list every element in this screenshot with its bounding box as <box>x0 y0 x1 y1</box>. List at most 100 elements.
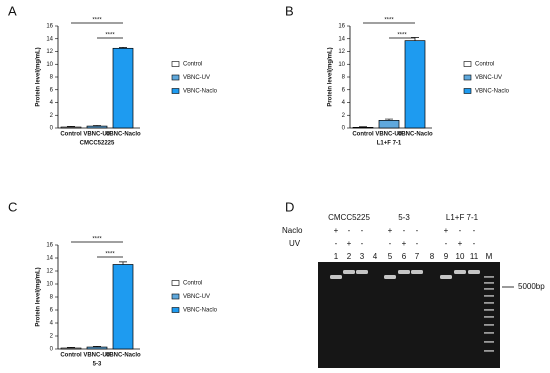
x-axis-label: 5-3 <box>93 362 102 368</box>
gel-band <box>343 270 355 274</box>
gel-band <box>330 275 342 279</box>
legend-label: VBNC-UV <box>475 75 502 81</box>
treatment-sign: + <box>334 226 339 235</box>
y-tick-label: 8 <box>50 75 54 81</box>
legend-label: VBNC-UV <box>183 75 210 81</box>
bar <box>352 127 374 129</box>
panel-label: D <box>285 199 294 214</box>
error-bar <box>67 126 75 128</box>
legend-swatch <box>463 61 472 67</box>
panel-label: C <box>8 199 17 214</box>
y-tick-label: 14 <box>46 36 53 42</box>
bar <box>60 347 82 350</box>
lane-label: 4 <box>373 252 378 261</box>
error-bar <box>385 118 393 121</box>
y-tick-label: 0 <box>50 347 54 353</box>
bar <box>112 47 134 129</box>
lane-label: 1 <box>334 252 339 261</box>
y-tick-label: 10 <box>46 62 53 68</box>
y-tick-label: 14 <box>46 256 53 262</box>
y-tick-label: 2 <box>50 113 54 119</box>
gel-band <box>356 270 368 274</box>
bar <box>60 126 82 129</box>
x-axis-label: CMCC52225 <box>80 141 115 147</box>
row-label: UV <box>289 239 301 248</box>
bar <box>86 346 108 350</box>
treatment-sign: + <box>444 226 449 235</box>
lane-label: 5 <box>388 252 393 261</box>
treatment-sign: + <box>458 239 463 248</box>
lane-label: 7 <box>415 252 420 261</box>
treatment-sign: + <box>347 239 352 248</box>
legend-label: VBNC-UV <box>183 294 210 300</box>
y-tick-label: 16 <box>46 243 53 249</box>
y-tick-label: 4 <box>342 100 346 106</box>
y-tick-label: 16 <box>338 24 345 30</box>
x-tick-label: VBNC-UV <box>375 132 402 138</box>
y-tick-label: 12 <box>46 269 53 275</box>
treatment-sign: - <box>361 239 364 248</box>
treatment-sign: - <box>361 226 364 235</box>
error-bar <box>67 347 75 349</box>
y-tick-label: 14 <box>338 36 345 42</box>
legend-label: VBNC-Naclo <box>475 89 510 95</box>
y-tick-label: 10 <box>46 282 53 288</box>
x-axis-label: L1+F 7-1 <box>377 141 402 147</box>
legend-label: VBNC-Naclo <box>183 308 218 314</box>
ladder-band <box>484 324 494 326</box>
significance-label: **** <box>397 33 407 39</box>
bar <box>404 40 426 129</box>
legend-swatch <box>171 74 180 81</box>
ladder-band <box>484 350 494 352</box>
lane-label: 10 <box>456 252 465 261</box>
x-tick-label: VBNC-Naclo <box>105 353 141 359</box>
legend-swatch <box>463 88 472 94</box>
legend-swatch <box>171 61 180 67</box>
x-tick-label: VBNC-Naclo <box>397 132 433 138</box>
ladder-band <box>484 276 494 278</box>
significance-label: **** <box>92 18 102 24</box>
ladder-band <box>484 295 494 297</box>
y-axis-label: Protein level(mg/mL) <box>328 47 334 106</box>
legend-swatch <box>171 293 180 300</box>
error-bar <box>359 126 367 128</box>
gel-band <box>398 270 410 274</box>
y-tick-label: 0 <box>50 126 54 132</box>
significance-label: **** <box>105 252 115 258</box>
significance-label: **** <box>105 33 115 39</box>
x-tick-label: Control <box>60 353 82 359</box>
ladder-band <box>484 341 494 343</box>
legend-swatch <box>171 307 180 313</box>
y-tick-label: 12 <box>338 49 345 55</box>
y-axis-label: Protein level(mg/mL) <box>36 47 42 106</box>
x-tick-label: Control <box>352 132 374 138</box>
y-tick-label: 2 <box>50 334 54 340</box>
lane-label: 2 <box>347 252 352 261</box>
lane-label: 8 <box>430 252 435 261</box>
ladder-band <box>484 288 494 290</box>
y-tick-label: 4 <box>50 321 54 327</box>
legend-label: Control <box>475 62 494 68</box>
legend-swatch <box>171 280 180 286</box>
y-tick-label: 4 <box>50 100 54 106</box>
y-tick-label: 6 <box>50 308 54 314</box>
error-bar <box>119 261 127 265</box>
ladder-band <box>484 332 494 334</box>
y-tick-label: 16 <box>46 24 53 30</box>
treatment-sign: - <box>335 239 338 248</box>
legend-label: VBNC-Naclo <box>183 89 218 95</box>
y-axis-label: Protein level(mg/mL) <box>36 267 42 326</box>
lane-label: M <box>486 252 493 261</box>
y-tick-label: 6 <box>342 87 346 93</box>
significance-label: **** <box>92 237 102 243</box>
group-label: CMCC5225 <box>328 213 370 222</box>
legend-swatch <box>171 88 180 94</box>
error-bar <box>93 346 101 348</box>
lane-label: 11 <box>470 252 479 261</box>
bar <box>378 119 400 129</box>
significance-label: **** <box>384 18 394 24</box>
lane-label: 3 <box>360 252 365 261</box>
gel-band <box>440 275 452 279</box>
treatment-sign: - <box>459 226 462 235</box>
